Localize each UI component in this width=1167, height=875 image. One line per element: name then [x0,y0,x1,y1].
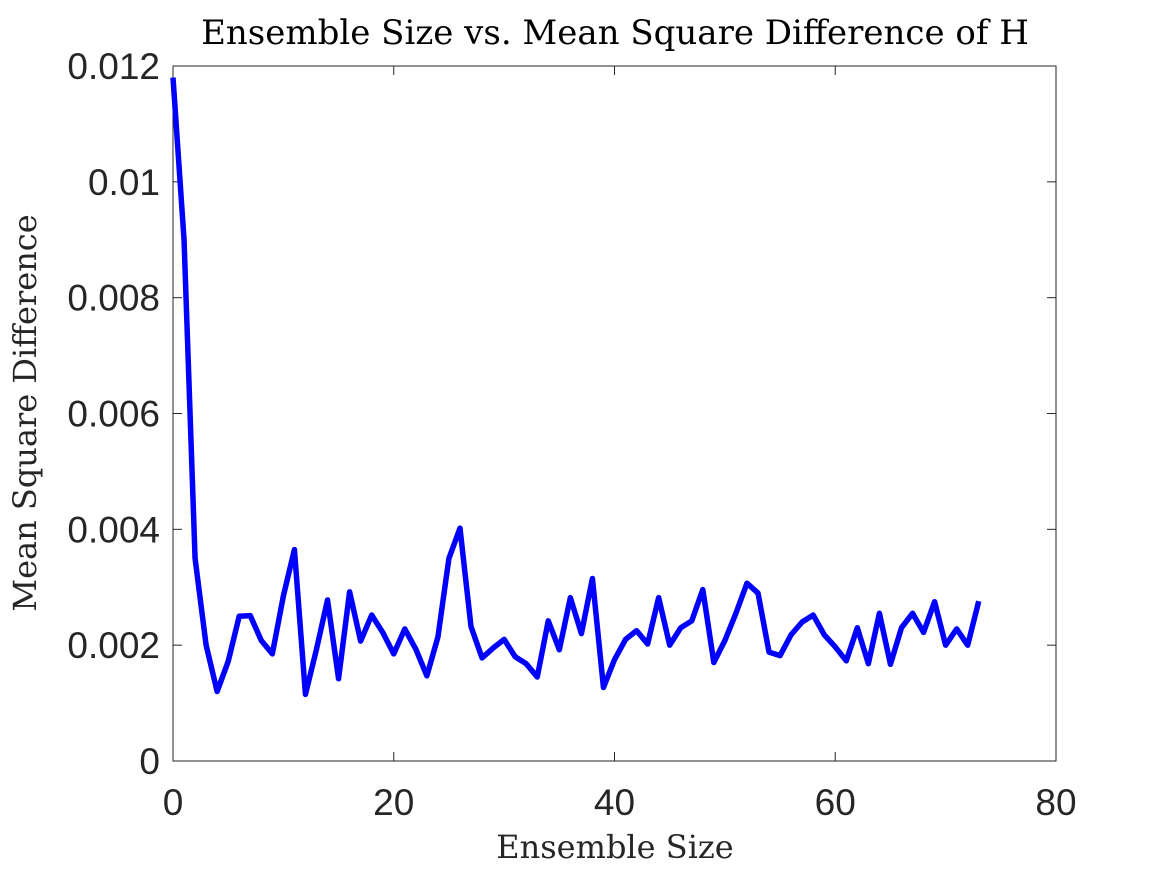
y-axis-label: Mean Square Difference [6,214,44,611]
y-tick-label: 0.01 [88,162,160,203]
tick-marks [172,65,1057,762]
y-tick-label: 0.004 [67,509,160,550]
series-line [170,77,982,698]
y-tick-label: 0.006 [67,394,160,435]
chart-title: Ensemble Size vs. Mean Square Difference… [201,13,1029,53]
y-tick-labels: 0 0.002 0.004 0.006 0.008 0.01 0.012 [67,46,160,782]
x-tick-label: 20 [373,782,414,823]
series-group [170,77,982,698]
x-tick-label: 40 [594,782,635,823]
y-tick-label: 0.002 [67,625,160,666]
y-tick-label: 0.008 [67,278,160,319]
y-tick-label: 0.012 [67,46,160,87]
x-tick-labels: 0 20 40 60 80 [163,782,1077,823]
x-tick-label: 80 [1035,782,1076,823]
x-tick-label: 60 [815,782,856,823]
y-tick-label: 0 [139,741,160,782]
x-tick-label: 0 [163,782,184,823]
x-axis-label: Ensemble Size [496,828,733,866]
